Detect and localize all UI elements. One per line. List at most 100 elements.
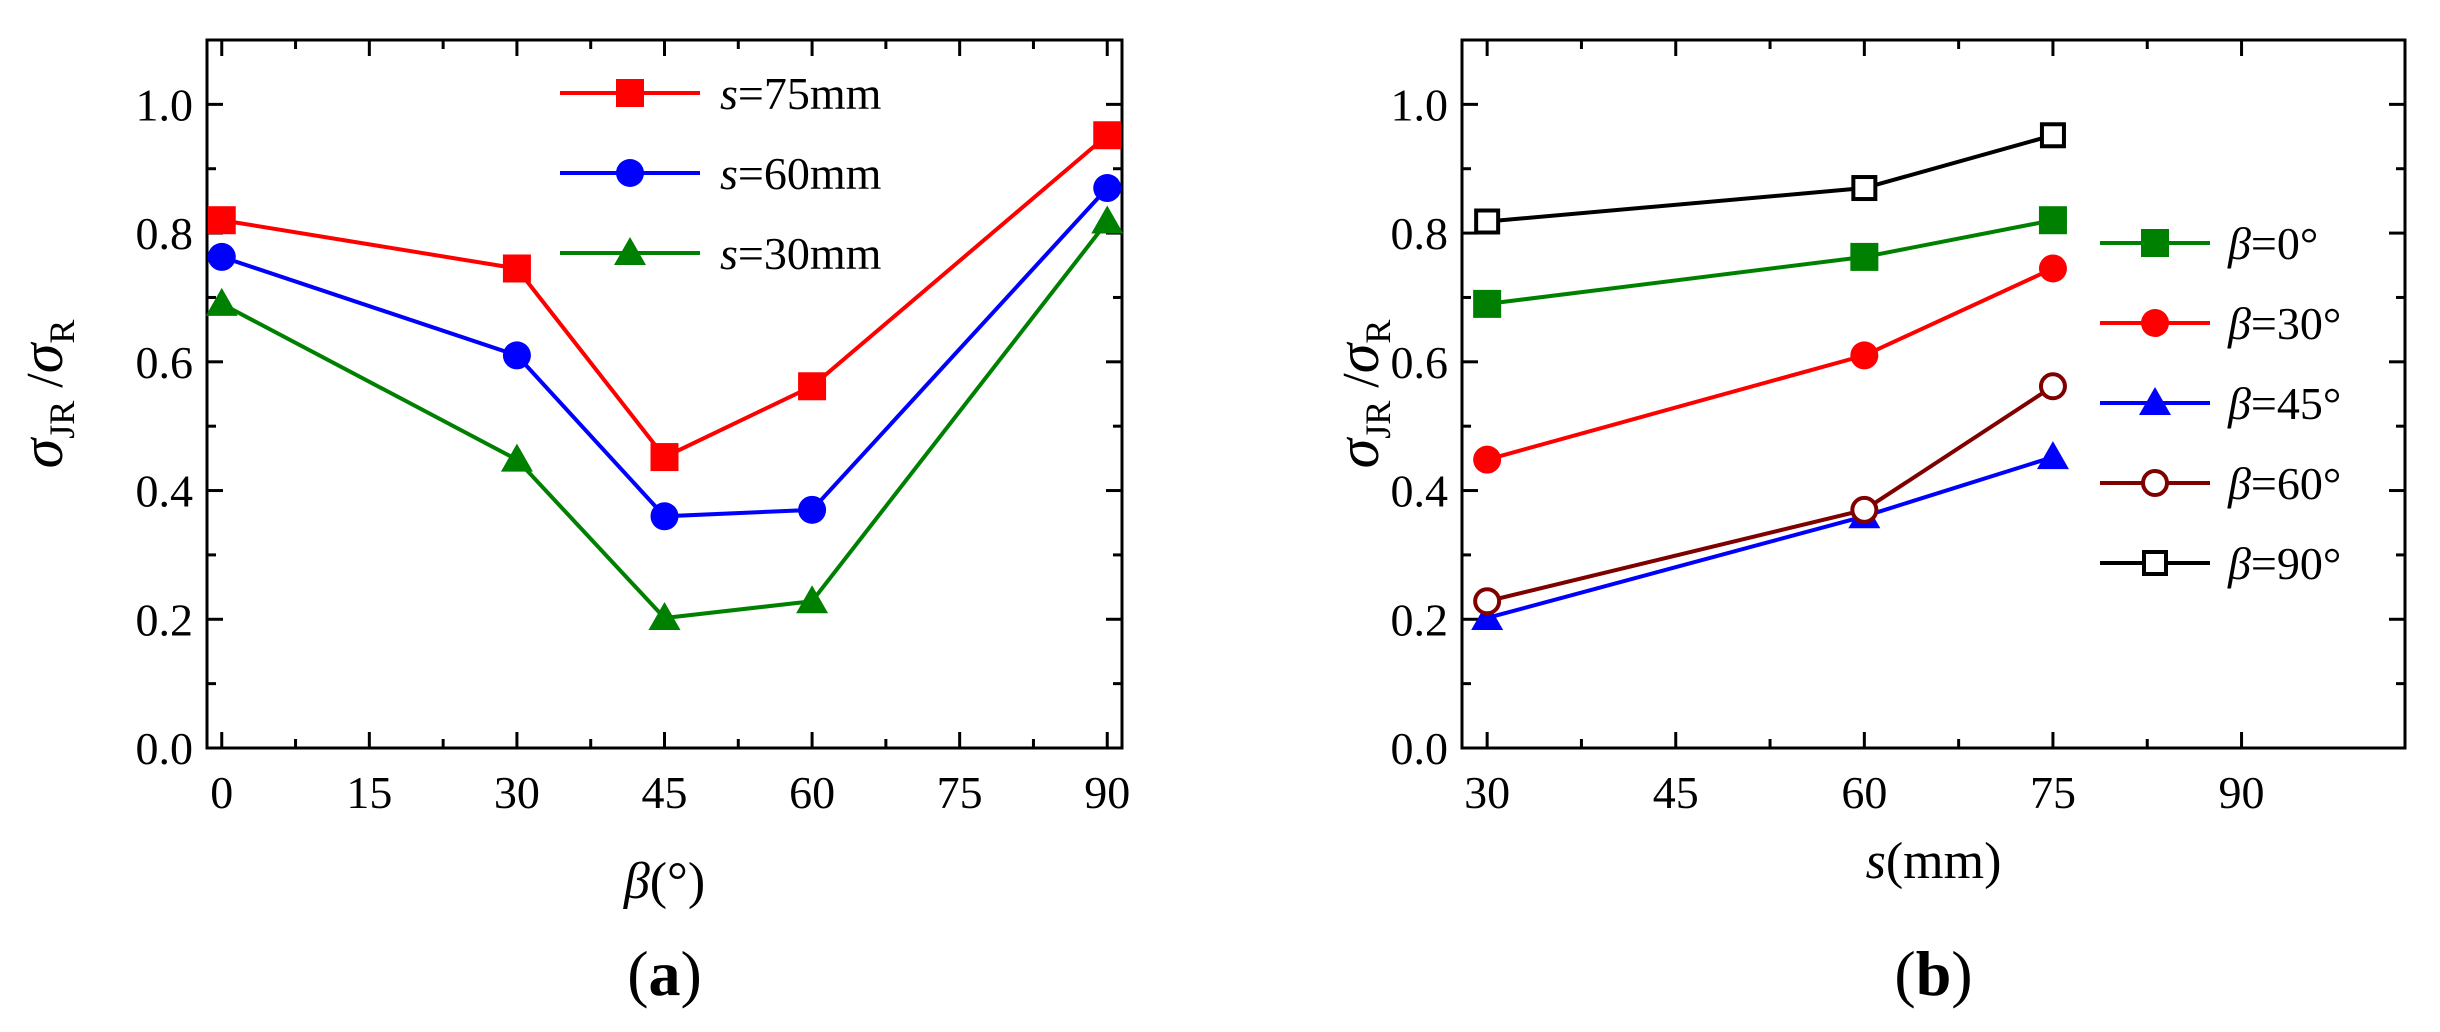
x-axis-unit: (°) [650, 853, 705, 910]
series-line [1486, 218, 2054, 306]
series-s=75mm [207, 121, 1122, 472]
y-tick-label: 0.0 [1391, 723, 1449, 774]
y-axis-label: σJR /σR [1325, 320, 1398, 469]
x-tick-label: 30 [1464, 767, 1510, 818]
y-axis-sub: R [1358, 320, 1398, 344]
legend-var: s [720, 148, 738, 199]
legend-eq: =30° [2251, 298, 2341, 349]
legend-marker [616, 79, 644, 107]
series-line [1486, 266, 2054, 462]
legend-label: β=45° [2227, 378, 2341, 429]
legend-var: β [2227, 458, 2251, 509]
y-axis-sub: R [42, 320, 82, 344]
x-tick-label: 0 [210, 767, 233, 818]
series-line [221, 133, 1109, 460]
data-point [207, 206, 236, 235]
y-tick-label: 0.2 [1391, 594, 1449, 645]
series-s=30mm [205, 205, 1124, 630]
y-axis-sub: JR [1358, 401, 1398, 439]
x-axis-unit: (mm) [1886, 833, 2002, 890]
data-point [1093, 121, 1122, 150]
legend-eq: =60mm [738, 148, 882, 199]
data-point [502, 341, 531, 370]
legend-var: β [2227, 538, 2251, 589]
data-point [1474, 208, 1501, 235]
data-point [1093, 174, 1122, 203]
data-point [1471, 601, 1504, 630]
legend-var: s [720, 68, 738, 119]
y-tick-label: 0.8 [1391, 208, 1449, 259]
series-line [1486, 133, 2054, 224]
legend-marker [2141, 309, 2169, 337]
x-tick-label: 60 [789, 767, 835, 818]
x-axis-symbol: β [623, 853, 650, 910]
legend-label: β=0° [2227, 218, 2318, 269]
legend-marker [2142, 550, 2168, 576]
y-tick-label: 1.0 [1391, 79, 1449, 130]
data-point [1851, 175, 1878, 202]
chart-panel-b: 30 45 60 75 900.00.20.40.60.81.0β=0°β=30°β=4… [1325, 38, 2407, 1009]
y-tick-label: 0.4 [1391, 466, 1449, 517]
panel-paren: ) [681, 938, 702, 1009]
y-tick-label: 0.6 [1391, 337, 1449, 388]
legend-eq: =30mm [738, 228, 882, 279]
series-β=60° [1473, 372, 2067, 616]
data-point [1850, 495, 1879, 524]
chart-panel-a: 0 15 30 45 60 75 900.00.20.40.60.81.0 s=75mms=6… [9, 38, 1130, 1009]
plot-frame [1460, 38, 2407, 750]
legend-eq: =90° [2251, 538, 2341, 589]
panel-paren: ( [1894, 938, 1915, 1009]
data-point [648, 601, 681, 630]
x-axis-label: β(°) [623, 853, 705, 910]
panel-paren: ( [627, 938, 648, 1009]
data-point [1091, 205, 1124, 234]
x-tick-label: 90 [2219, 767, 2265, 818]
legend-var: β [2227, 378, 2251, 429]
series-β=90° [1474, 122, 2066, 235]
y-tick-label: 0.0 [136, 723, 194, 774]
legend-marker [614, 237, 646, 265]
legend-eq: =60° [2251, 458, 2341, 509]
legend-label: s=30mm [720, 228, 882, 279]
y-axis-sub: JR [42, 401, 82, 439]
data-point [2038, 372, 2067, 401]
series-line [220, 220, 1109, 621]
data-point [502, 254, 531, 283]
series-β=30° [1473, 254, 2067, 474]
series-β=0° [1473, 206, 2067, 318]
x-tick-label: 90 [1084, 767, 1130, 818]
legend-eq: =75mm [738, 68, 882, 119]
legend-label: s=75mm [720, 68, 882, 119]
y-tick-label: 0.2 [136, 594, 194, 645]
y-axis-sigma: σ [1325, 436, 1391, 468]
y-tick-label: 0.4 [136, 466, 194, 517]
legend-var: s [720, 228, 738, 279]
series-β=45° [1471, 441, 2069, 630]
data-point [205, 287, 238, 316]
legend-eq: =0° [2251, 218, 2318, 269]
plot-frame [205, 38, 1124, 750]
panel-label: (b) [1894, 938, 1972, 1009]
data-point [798, 372, 827, 401]
legend-marker [2141, 469, 2169, 497]
x-tick-label: 45 [642, 767, 688, 818]
data-point [650, 502, 679, 531]
y-axis-label: σJR /σR [9, 320, 82, 469]
y-tick-label: 1.0 [136, 79, 194, 130]
panel-paren: ) [1951, 938, 1972, 1009]
legend-marker [616, 159, 644, 187]
data-point [1850, 341, 1879, 370]
x-tick-label: 75 [2030, 767, 2076, 818]
legend-var: β [2227, 218, 2251, 269]
panel-letter: b [1916, 938, 1952, 1009]
y-axis-slash: / [1333, 373, 1390, 401]
data-point [207, 242, 236, 271]
panel-letter: a [649, 938, 681, 1009]
data-point [650, 443, 679, 472]
data-point [2038, 206, 2067, 235]
data-point [2036, 441, 2069, 470]
x-tick-label: 45 [1653, 767, 1699, 818]
legend-label: β=90° [2227, 538, 2341, 589]
legend-label: β=30° [2227, 298, 2341, 349]
